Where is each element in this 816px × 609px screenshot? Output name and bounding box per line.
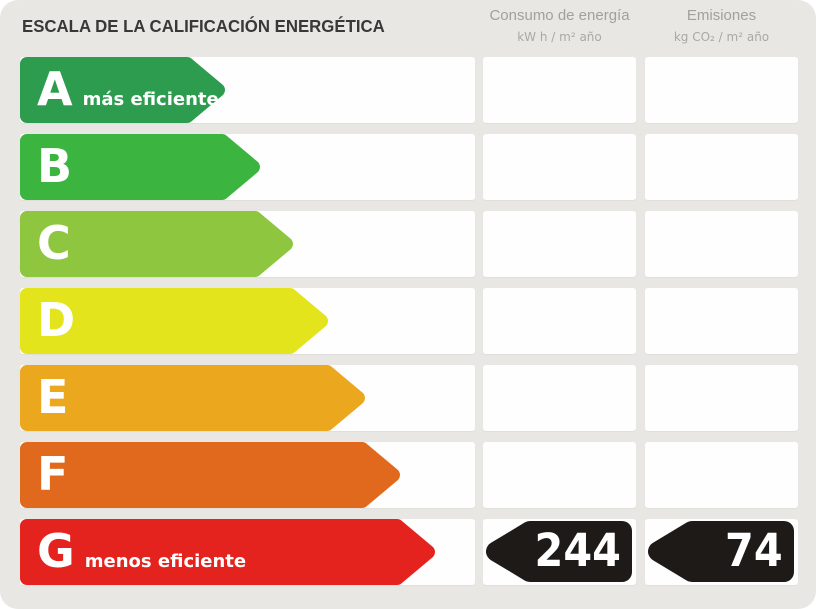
consumo-cell [483,442,636,508]
emisiones-cell [645,442,798,508]
emisiones-value: 74 [725,523,783,577]
emisiones-cell [645,134,798,200]
rating-arrow-icon [20,134,260,200]
rating-note: menos eficiente [84,550,247,572]
rating-arrow-content: A más eficiente [20,57,219,123]
column-header-consumo: Consumo de energía kW h / m² año [483,7,636,44]
consumo-cell: 244 [483,519,636,585]
scale-cell: F [20,442,475,508]
rating-arrow-icon [20,211,293,277]
rating-row-g: G menos eficiente 244 74 [20,519,798,585]
rating-arrow-icon [20,519,435,585]
rating-letter: B [37,139,73,193]
rating-letter: C [37,216,71,270]
scale-cell: B [20,134,475,200]
rating-arrow-content: F [20,442,78,508]
emisiones-cell [645,57,798,123]
consumo-label: Consumo de energía [489,7,630,24]
scale-cell: E [20,365,475,431]
rating-row-f: F [20,442,798,508]
rating-note: más eficiente [82,88,219,110]
consumo-value-badge: 244 [486,521,632,582]
rating-row-a: A más eficiente [20,57,798,123]
rating-rows: A más eficiente B C [20,57,798,596]
rating-arrow-icon [20,365,365,431]
rating-arrow-content: D [20,288,85,354]
rating-letter: D [37,293,76,347]
left-arrow-badge-icon [486,521,632,582]
rating-row-c: C [20,211,798,277]
consumo-cell [483,57,636,123]
emisiones-cell: 74 [645,519,798,585]
page-title: ESCALA DE LA CALIFICACIÓN ENERGÉTICA [22,16,385,36]
rating-arrow-content: B [20,134,82,200]
rating-arrow-icon [20,57,225,123]
rating-letter: A [37,62,73,116]
rating-row-e: E [20,365,798,431]
rating-arrow-icon [20,288,328,354]
rating-arrow-icon [20,442,400,508]
emisiones-unit: kg CO₂ / m² año [673,30,770,44]
emisiones-cell [645,288,798,354]
rating-arrow-content: C [20,211,81,277]
rating-letter: G [37,524,75,578]
rating-arrow-content: G menos eficiente [20,519,246,585]
consumo-cell [483,365,636,431]
scale-cell: A más eficiente [20,57,475,123]
rating-row-d: D [20,288,798,354]
rating-row-b: B [20,134,798,200]
column-header-emisiones: Emisiones kg CO₂ / m² año [645,7,798,44]
emisiones-cell [645,365,798,431]
consumo-cell [483,211,636,277]
scale-cell: C [20,211,475,277]
scale-cell: D [20,288,475,354]
consumo-cell [483,134,636,200]
emisiones-label: Emisiones [686,7,757,24]
consumo-value: 244 [534,523,621,577]
consumo-cell [483,288,636,354]
scale-cell: G menos eficiente [20,519,475,585]
consumo-unit: kW h / m² año [517,30,602,44]
rating-arrow-content: E [20,365,78,431]
rating-letter: E [37,370,69,424]
emisiones-cell [645,211,798,277]
rating-letter: F [37,447,69,501]
left-arrow-badge-icon [648,521,794,582]
emisiones-value-badge: 74 [648,521,794,582]
